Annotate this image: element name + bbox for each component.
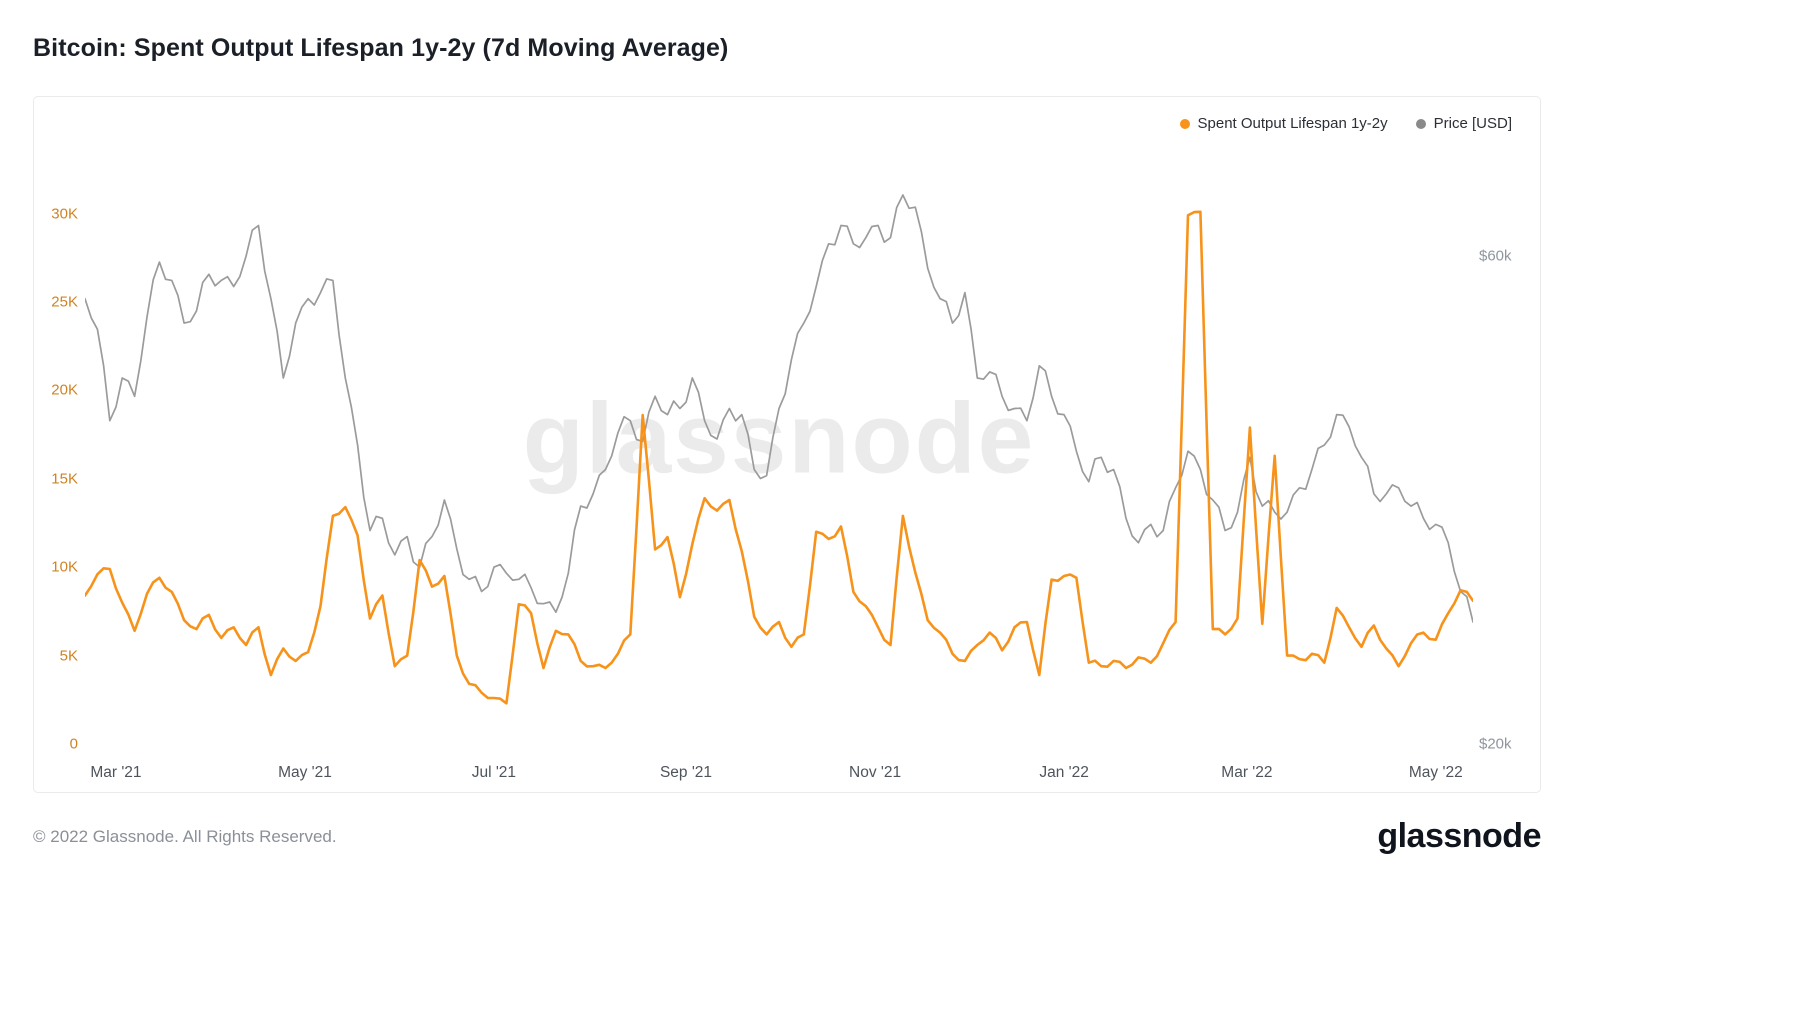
left-axis-tick: 30K — [51, 205, 78, 223]
x-axis-tick: Jul '21 — [471, 764, 517, 781]
copyright-text: © 2022 Glassnode. All Rights Reserved. — [33, 826, 337, 846]
chart-legend: Spent Output Lifespan 1y-2y Price [USD] — [1179, 115, 1512, 132]
legend-label: Price [USD] — [1433, 115, 1512, 132]
plot-area[interactable]: glassnode — [85, 134, 1473, 744]
left-axis: 0 5K 10K 15K 20K 25K 30K — [34, 134, 78, 752]
x-axis-tick: Nov '21 — [849, 764, 902, 781]
x-axis-tick: Mar '22 — [1221, 764, 1273, 781]
glassnode-logo: glassnode — [1377, 817, 1541, 855]
left-axis-tick: 0 — [69, 735, 78, 753]
x-axis-tick: Mar '21 — [90, 764, 142, 781]
chart-card: Spent Output Lifespan 1y-2y Price [USD] … — [33, 96, 1541, 793]
right-axis: $20k $60k — [1479, 134, 1539, 753]
series-line-price-usd — [85, 194, 1473, 623]
x-axis: Mar '21 May '21 Jul '21 Sep '21 Nov '21 Jan '… — [85, 764, 1473, 784]
left-axis-tick: 25K — [51, 293, 78, 311]
right-axis-tick: $20k — [1479, 735, 1512, 753]
x-axis-tick: Jan '22 — [1039, 764, 1089, 781]
right-axis-tick: $60k — [1479, 247, 1512, 265]
page-title: Bitcoin: Spent Output Lifespan 1y-2y (7d… — [33, 34, 729, 62]
left-axis-tick: 10K — [51, 558, 78, 576]
legend-dot — [1179, 118, 1190, 129]
legend-item-price-usd[interactable]: Price [USD] — [1415, 115, 1512, 132]
series-line-spent-output-lifespan — [85, 210, 1473, 705]
left-axis-tick: 5K — [59, 647, 78, 665]
x-axis-tick: May '22 — [1408, 764, 1463, 781]
x-axis-tick: May '21 — [278, 764, 332, 781]
legend-label: Spent Output Lifespan 1y-2y — [1197, 115, 1388, 132]
legend-dot — [1415, 118, 1426, 129]
left-axis-tick: 15K — [51, 470, 78, 488]
page: Bitcoin: Spent Output Lifespan 1y-2y (7d… — [33, 34, 1541, 856]
legend-item-spent-output-lifespan[interactable]: Spent Output Lifespan 1y-2y — [1179, 115, 1388, 132]
left-axis-tick: 20K — [51, 381, 78, 399]
footer: © 2022 Glassnode. All Rights Reserved. g… — [33, 817, 1541, 856]
x-axis-tick: Sep '21 — [659, 764, 713, 781]
